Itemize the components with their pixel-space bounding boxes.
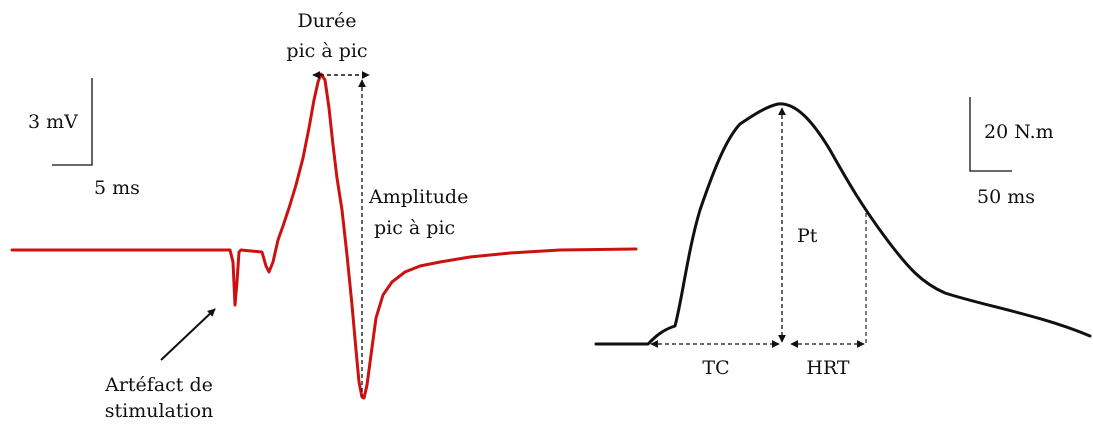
- artifact-label-line1: Artéfact de: [104, 374, 213, 396]
- emg-trace: [10, 72, 638, 400]
- amplitude-label-line1: Amplitude: [368, 186, 468, 208]
- emg-scale-bar: 3 mV 5 ms: [28, 78, 140, 199]
- torque-scale-label: 20 N.m: [984, 121, 1054, 143]
- tc-label: TC: [702, 357, 729, 379]
- amplitude-label-line2: pic à pic: [374, 217, 455, 239]
- emg-scale-bar-lines: [52, 78, 93, 166]
- artifact-label-line2: stimulation: [105, 400, 214, 422]
- duration-label-line1: Durée: [297, 10, 356, 32]
- emg-scale-time-label: 5 ms: [94, 177, 140, 199]
- pt-label: Pt: [797, 225, 818, 247]
- emg-scale-voltage-label: 3 mV: [28, 111, 78, 133]
- torque-panel: 20 N.m 50 ms Pt TC HRT: [594, 97, 1092, 379]
- artifact-pointer-arrow: [160, 308, 216, 361]
- torque-scale-bar: 20 N.m 50 ms: [969, 97, 1054, 208]
- duration-label-line2: pic à pic: [286, 40, 367, 62]
- torque-trace: [594, 102, 1092, 346]
- torque-scale-bar-lines: [969, 97, 1012, 172]
- hrt-label: HRT: [806, 357, 850, 379]
- emg-panel: 3 mV 5 ms Durée pic à pic Amplitude pic …: [10, 10, 638, 422]
- torque-scale-time-label: 50 ms: [977, 186, 1035, 208]
